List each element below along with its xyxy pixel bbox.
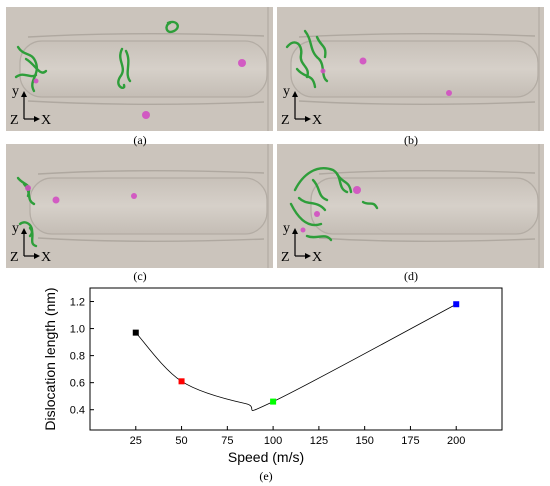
- scratch-scene: yZ X: [277, 144, 544, 268]
- point-defect: [131, 193, 137, 199]
- data-point-50: [178, 378, 185, 385]
- dislocation-line: [361, 200, 379, 210]
- x-tick-label: 125: [310, 435, 328, 447]
- dislocation-line: [303, 29, 329, 83]
- panel-caption-d: (d): [404, 269, 418, 283]
- triad-x-label: X: [41, 250, 51, 265]
- dislocation-line: [28, 226, 38, 248]
- triad-y-label: y: [12, 84, 19, 99]
- axis-triad: yZ X: [10, 84, 51, 128]
- triad-x-label: X: [312, 250, 322, 265]
- scratch-scene: yZ X: [277, 7, 544, 131]
- y-tick-label: 0.6: [70, 378, 85, 390]
- x-tick-label: 50: [175, 435, 187, 447]
- triad-z-label: Z: [10, 250, 19, 265]
- point-defect: [52, 196, 60, 204]
- dislocation-line: [14, 73, 38, 79]
- y-tick-label: 1.0: [70, 324, 85, 336]
- dislocation-line: [24, 57, 48, 74]
- scratch-scene: yZ X: [6, 7, 273, 131]
- x-tick-label: 150: [355, 435, 373, 447]
- point-defect: [300, 227, 306, 233]
- fit-curve: [135, 303, 457, 411]
- point-defect: [25, 185, 31, 191]
- plot-frame: [89, 287, 503, 431]
- y-tick-label: 0.4: [70, 405, 85, 417]
- dislocation-line: [124, 49, 132, 83]
- triad-z-label: Z: [10, 113, 19, 128]
- y-axis-label: Dislocation length (nm): [42, 287, 58, 430]
- x-axis-label: Speed (m/s): [228, 449, 304, 465]
- triad-z-label: Z: [281, 250, 290, 265]
- scratch-groove: [19, 40, 268, 98]
- scratch-groove: [29, 177, 268, 235]
- axis-triad: yZ X: [10, 221, 51, 265]
- panel-caption-c: (c): [133, 269, 147, 283]
- dislocation-line: [22, 182, 36, 206]
- y-tick-label: 0.8: [70, 351, 85, 363]
- scratch-scene: yZ X: [6, 144, 273, 268]
- data-point-25: [132, 329, 139, 336]
- triad-z-label: Z: [281, 113, 290, 128]
- y-tick-label: 1.2: [70, 297, 85, 309]
- dislocation-line: [293, 167, 349, 194]
- dislocation-length-chart: 25 50 75 100 125 150 175 200 0.4 0.6 0.8 1.0 1.2 Dis…: [42, 287, 503, 483]
- point-defect: [33, 78, 39, 84]
- point-defect: [238, 59, 246, 67]
- dislocation-line: [165, 20, 179, 34]
- triad-x-label: X: [41, 113, 51, 128]
- axis-triad: yZ X: [281, 84, 322, 128]
- dislocation-line: [311, 178, 329, 202]
- scratch-groove: [310, 177, 539, 235]
- dislocation-line: [117, 47, 126, 89]
- triad-y-label: y: [12, 221, 19, 236]
- dislocation-line: [297, 196, 327, 212]
- x-tick-label: 200: [447, 435, 465, 447]
- dislocation-line: [315, 35, 327, 59]
- point-defect: [314, 211, 320, 217]
- dislocation-line: [335, 172, 353, 194]
- data-point-200: [453, 301, 460, 308]
- panel-caption-a: (a): [133, 133, 147, 147]
- axis-triad: yZ X: [281, 221, 322, 265]
- point-defect: [320, 68, 326, 74]
- triad-y-label: y: [283, 84, 290, 99]
- dislocation-line: [289, 202, 323, 227]
- x-tick-label: 175: [401, 435, 419, 447]
- triad-x-label: X: [312, 113, 322, 128]
- x-tick-label: 25: [130, 435, 142, 447]
- x-tick-label: 100: [264, 435, 282, 447]
- point-defect: [359, 57, 367, 65]
- dislocation-line: [285, 41, 310, 79]
- dislocation-line: [16, 45, 39, 93]
- point-defect: [353, 186, 361, 194]
- triad-y-label: y: [283, 221, 290, 236]
- data-point-100: [270, 398, 277, 405]
- x-tick-label: 75: [221, 435, 233, 447]
- scratch-groove: [290, 40, 539, 98]
- panel-caption-b: (b): [404, 133, 418, 147]
- dislocation-line: [295, 67, 317, 89]
- point-defect: [142, 111, 150, 119]
- chart-caption: (e): [259, 469, 272, 483]
- dislocation-line: [305, 234, 333, 242]
- dislocation-line: [18, 221, 34, 238]
- point-defect: [446, 90, 452, 96]
